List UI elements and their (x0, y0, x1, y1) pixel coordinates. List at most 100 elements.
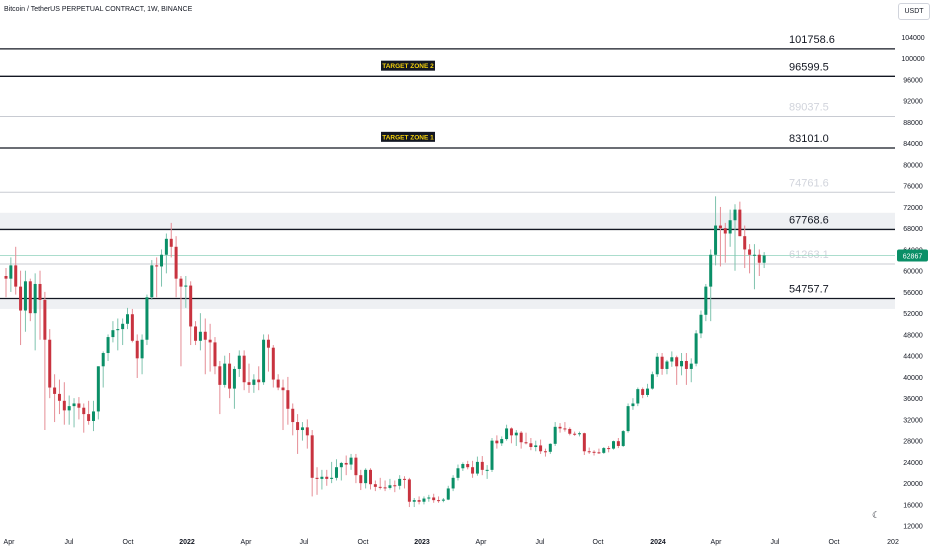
current-price-tag (897, 249, 928, 262)
y-tick-label: 84000 (903, 141, 923, 148)
candle-body (694, 333, 698, 364)
x-tick-label: Apr (4, 539, 16, 546)
candle-body (466, 464, 470, 468)
x-tick-label: Jul (65, 539, 74, 546)
candle-body (354, 457, 358, 476)
candle-body (577, 433, 581, 435)
candle-body (626, 406, 630, 432)
candle-body (709, 254, 713, 287)
y-tick-label: 80000 (903, 162, 923, 169)
target-zone-label: TARGET ZONE 1 (381, 131, 435, 142)
candle-body (718, 225, 722, 229)
target-zone-label: TARGET ZONE 2 (381, 60, 435, 71)
candle-body (369, 469, 372, 485)
x-tick-label: 2024 (650, 539, 666, 546)
candle-body (87, 414, 91, 421)
y-tick-label: 52000 (903, 311, 923, 318)
candle-body (334, 467, 338, 478)
y-tick-label: 56000 (903, 290, 923, 297)
candle-body (4, 276, 8, 279)
candle-body (675, 357, 679, 367)
candle-body (529, 443, 533, 448)
price-axis: 104000 100000 96000 92000 88000 84000 80000 760… (897, 35, 928, 531)
candle-body (9, 265, 13, 279)
candle-body (490, 440, 494, 470)
candle-body (96, 366, 100, 412)
candle-body (208, 339, 212, 343)
candle-body (77, 403, 81, 408)
candle-body (412, 500, 416, 502)
candle-body (232, 368, 236, 389)
candle-body (748, 249, 752, 255)
target-zones: TARGET ZONE 2 TARGET ZONE 1 (381, 60, 435, 142)
candle-body (344, 462, 348, 465)
candle-body (364, 469, 368, 484)
target-zone-text: TARGET ZONE 1 (382, 134, 434, 141)
x-tick-label: Jul (536, 539, 545, 546)
y-tick-label: 88000 (903, 120, 923, 127)
candle-body (82, 407, 86, 415)
candle-body (407, 479, 411, 502)
x-tick-label: Apr (711, 539, 723, 546)
x-tick-label: Oct (358, 539, 369, 546)
candle-body (271, 347, 275, 380)
candle-body (636, 389, 640, 404)
candle-body (126, 314, 129, 324)
candle-body (237, 355, 241, 369)
candle-body (548, 443, 552, 452)
candle-body (14, 265, 18, 287)
candle-body (91, 411, 95, 421)
candle-body (101, 353, 105, 367)
candle-body (19, 286, 23, 311)
candle-body (160, 254, 164, 267)
candle-body (670, 357, 674, 362)
price-level-label: 67768.6 (789, 214, 829, 226)
x-tick-label: 202 (887, 539, 899, 546)
price-level-label: 101758.6 (789, 34, 835, 46)
candle-body (203, 331, 207, 340)
candle-body (631, 403, 635, 407)
candle-body (145, 297, 149, 340)
candle-body (475, 461, 479, 474)
chart-title: Bitcoin / TetherUS PERPETUAL CONTRACT, 1… (4, 6, 193, 13)
candle-body (441, 499, 445, 501)
y-tick-label: 36000 (903, 396, 923, 403)
y-tick-label: 100000 (901, 56, 924, 63)
candle-body (437, 500, 441, 502)
y-tick-label: 96000 (903, 77, 923, 84)
candle-body (553, 426, 557, 444)
candle-body (398, 478, 402, 486)
target-zone-bg (381, 131, 435, 142)
currency-button[interactable]: USDT (898, 3, 930, 20)
candle-body (616, 441, 620, 446)
x-tick-label: Oct (829, 539, 840, 546)
current-price-label: 62867 (903, 253, 923, 260)
candle-body (612, 441, 615, 449)
candle-body (174, 246, 178, 279)
candle-body (276, 379, 280, 388)
candle-body (509, 428, 513, 436)
candle-body (33, 283, 37, 314)
candle-body (184, 285, 188, 287)
candle-body (743, 236, 747, 250)
candle-body (471, 467, 475, 474)
candle-body (505, 428, 509, 440)
candle-body (704, 286, 708, 315)
candle-body (62, 400, 66, 411)
moon-theme-icon[interactable]: ☾ (872, 510, 881, 520)
y-tick-label: 48000 (903, 332, 923, 339)
candle-body (539, 445, 543, 452)
candle-body (218, 366, 222, 385)
candle-body (587, 451, 591, 453)
y-tick-label: 28000 (903, 439, 923, 446)
candle-body (247, 382, 251, 385)
candle-body (43, 299, 47, 340)
candle-body (223, 363, 227, 385)
candle-body (320, 476, 324, 479)
candle-body (451, 477, 455, 489)
candle-body (563, 428, 567, 430)
candle-body (266, 339, 270, 348)
candle-body (417, 500, 421, 502)
candle-body (310, 435, 314, 478)
